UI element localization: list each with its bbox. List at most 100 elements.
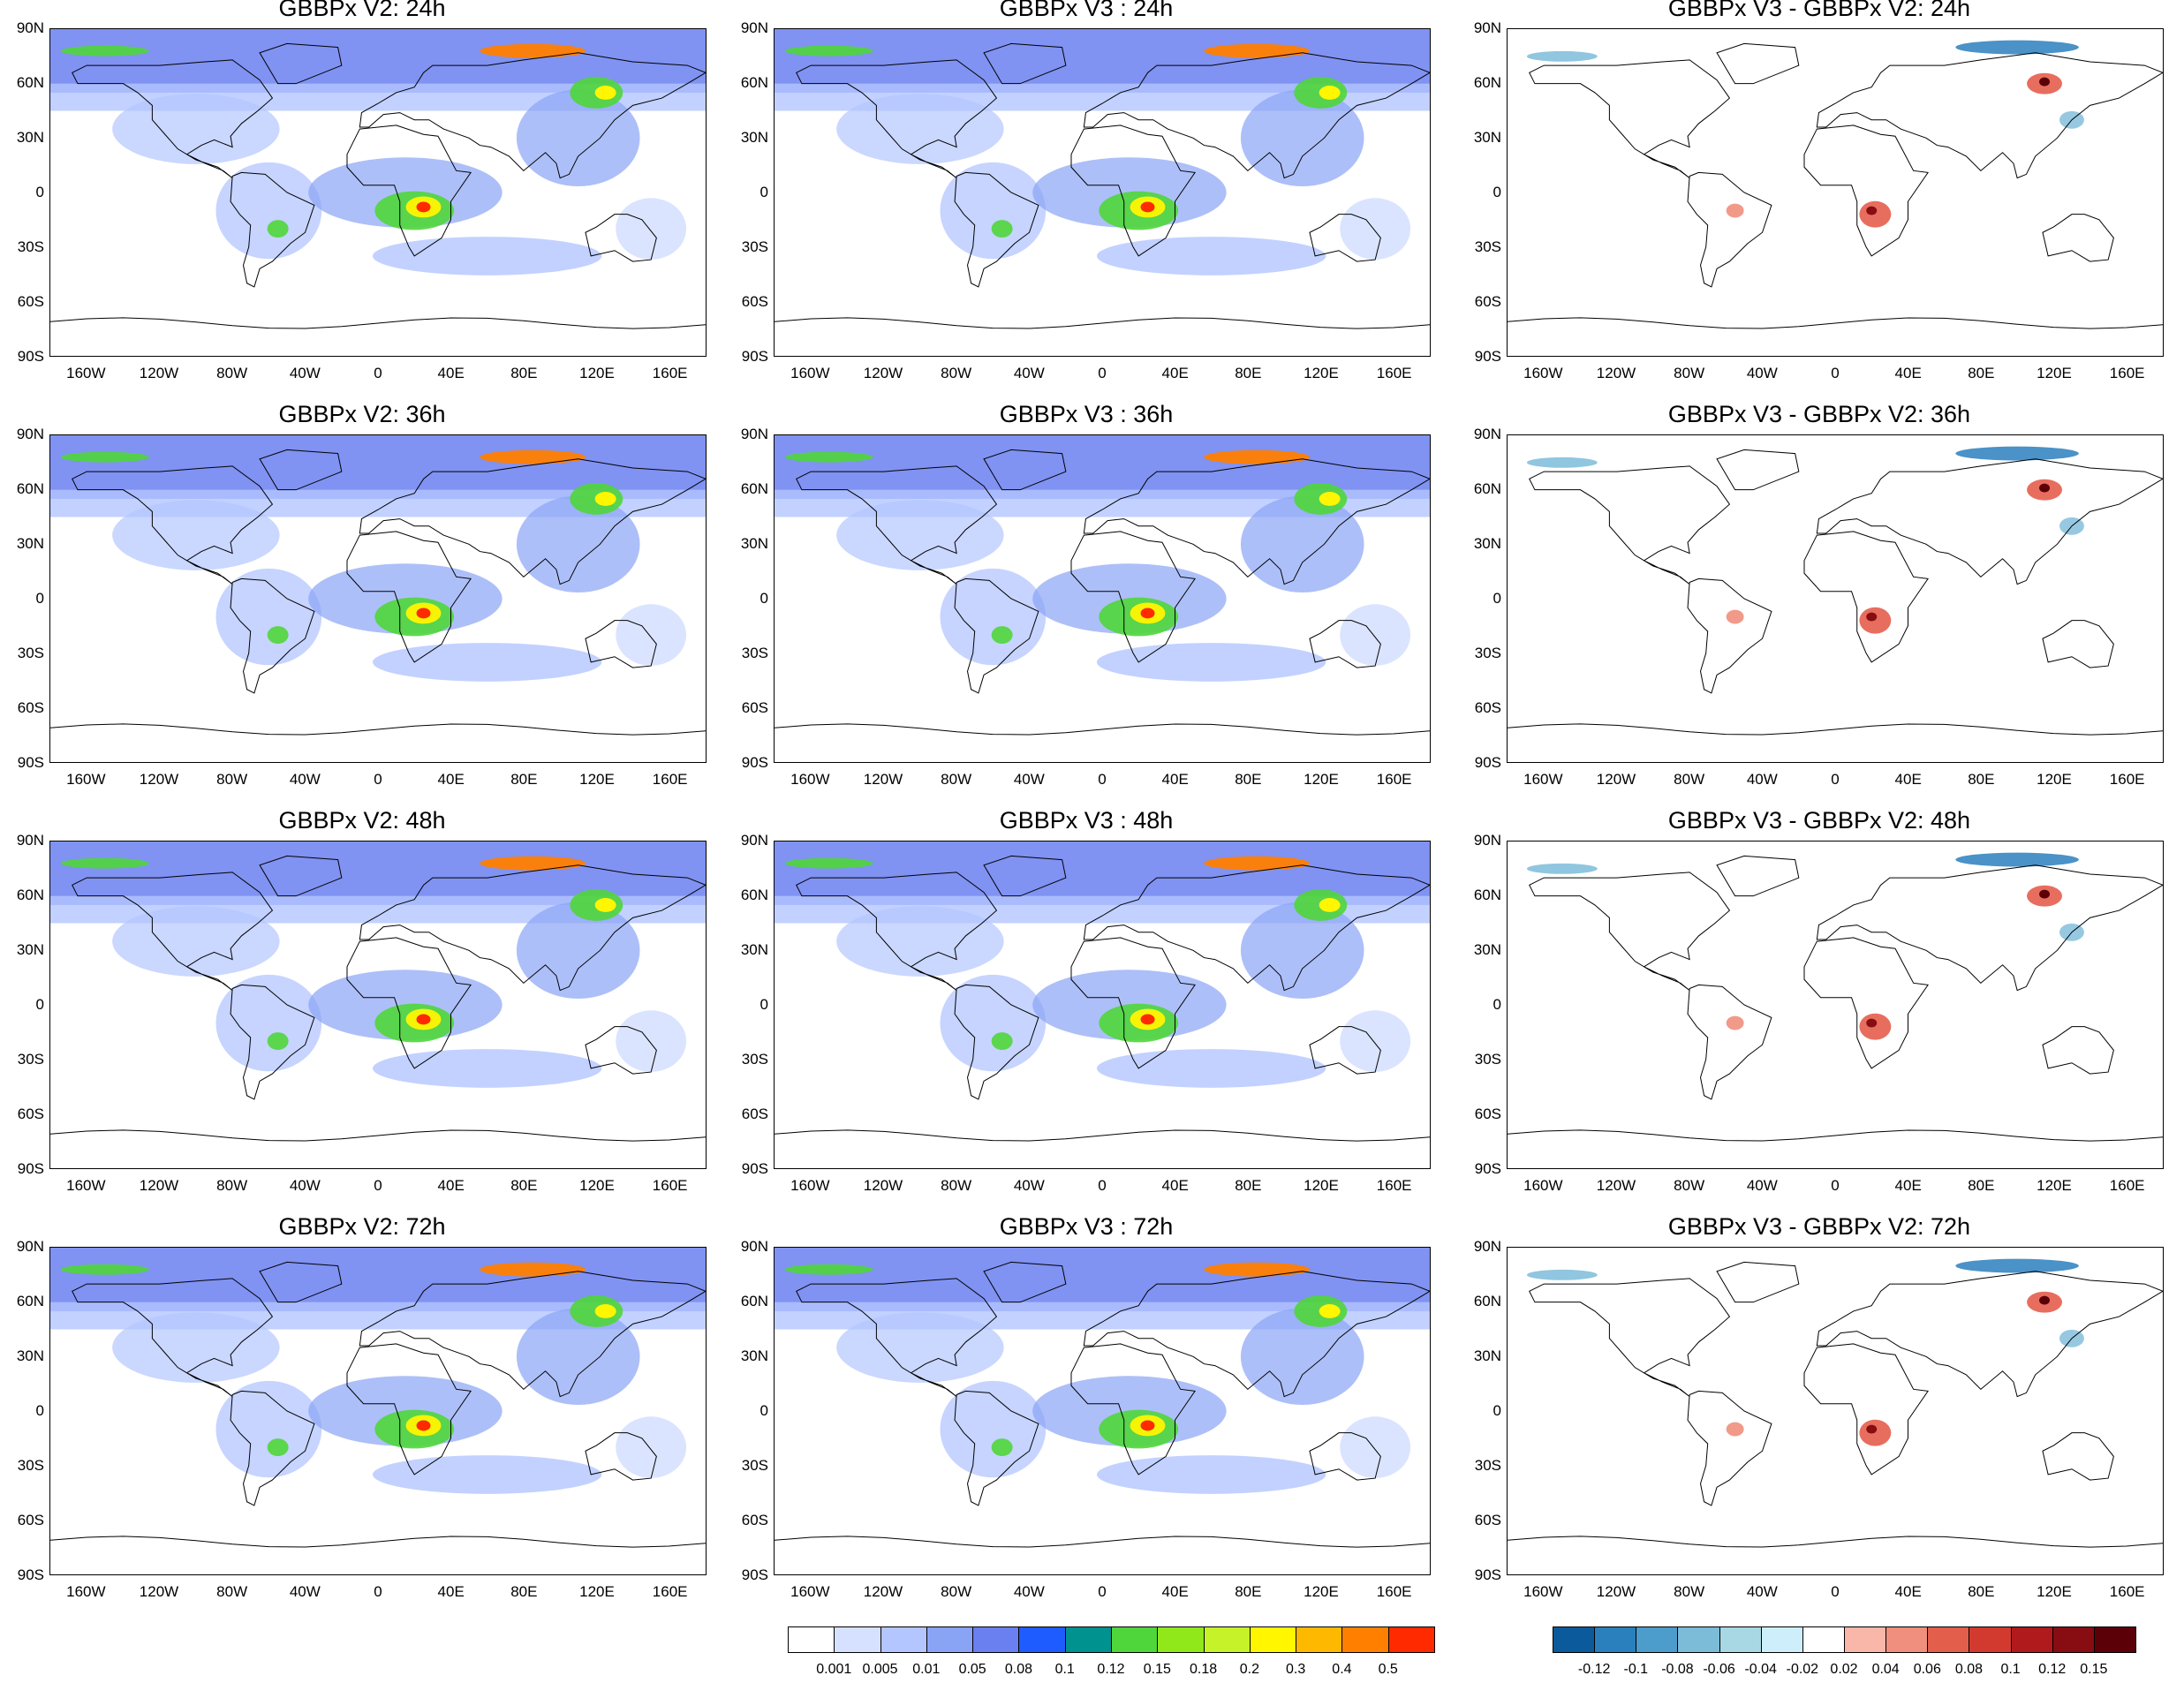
lon-tick-label: 120E — [2037, 771, 2072, 788]
lat-tick-label: 60N — [16, 887, 44, 903]
field-blob — [373, 643, 602, 682]
field-blob — [616, 1416, 687, 1478]
lon-tick-label: 40W — [1013, 771, 1045, 788]
lat-tick-label: 90N — [16, 426, 44, 442]
colorbar-swatch — [2052, 1626, 2095, 1653]
map-frame — [1507, 28, 2164, 357]
colorbar-label: 0.18 — [1189, 1662, 1218, 1677]
coastline — [1070, 531, 1196, 663]
lat-tick-label: 30S — [1474, 238, 1501, 255]
field-blob — [836, 906, 1004, 977]
field-blob — [1859, 1013, 1892, 1040]
coastline — [230, 577, 315, 694]
lon-tick-label: 80E — [1235, 1177, 1262, 1194]
lat-tick-label: 90N — [740, 19, 768, 36]
lat-tick-label: 90S — [1474, 754, 1501, 771]
lon-tick-label: 40W — [1746, 1177, 1778, 1194]
field-blob — [1240, 902, 1364, 1000]
field-blob — [1859, 1419, 1892, 1446]
panel-title: GBBPx V2: 48h — [278, 807, 446, 834]
lat-tick-label: 90S — [17, 1566, 44, 1583]
colorbar-label: 0.01 — [912, 1662, 941, 1677]
lat-tick-label: 60N — [1473, 1293, 1501, 1309]
conc-colorbar: 0.001 0.005 0.01 0.05 0.08 0.1 0.12 0.15 0.18 0.2… — [788, 1626, 1435, 1683]
lon-tick-label: 80W — [1674, 771, 1705, 788]
colorbar-label: 0.05 — [958, 1662, 986, 1677]
map-panel-v2-48h: GBBPx V2: 48h 90N 60N 30N 0 30S 60S 90S 160W 120W… — [0, 807, 724, 1219]
lon-tick-label: 120W — [139, 1583, 179, 1600]
lon-tick-label: 160W — [66, 1583, 106, 1600]
lon-tick-label: 160E — [2109, 1177, 2145, 1194]
field-blob — [784, 451, 873, 463]
lat-tick-label: 90N — [1473, 832, 1501, 849]
lon-tick-label: 80W — [1674, 1583, 1705, 1600]
field-blob — [1140, 1420, 1155, 1431]
antarctica-coastline — [775, 723, 1430, 736]
lon-tick-label: 40E — [1161, 1583, 1189, 1600]
coastline — [1070, 125, 1196, 257]
panel-title: GBBPx V2: 72h — [278, 1213, 446, 1240]
lon-tick-label: 40W — [289, 1177, 321, 1194]
coastline — [259, 855, 343, 897]
lat-tick-label: 60S — [1474, 293, 1501, 310]
coastline — [259, 42, 343, 85]
lon-tick-label: 80E — [510, 1177, 538, 1194]
lon-tick-label: 0 — [374, 365, 382, 381]
field-blob — [480, 449, 586, 464]
lon-tick-label: 160E — [1376, 1583, 1412, 1600]
field-blob — [1859, 200, 1892, 228]
map-frame — [49, 841, 707, 1169]
panel-title: GBBPx V3 - GBBPx V2: 72h — [1667, 1213, 1971, 1240]
field-blob — [1866, 1018, 1878, 1028]
field-blob — [940, 1380, 1047, 1478]
field-blob — [1955, 40, 2079, 55]
field-blob — [594, 1303, 616, 1318]
lon-tick-label: 120E — [2037, 1583, 2072, 1600]
lat-tick-label: 30S — [17, 1457, 44, 1474]
coastline — [1309, 214, 1381, 262]
lat-tick-label: 0 — [1493, 590, 1501, 607]
antarctica-coastline — [1508, 1536, 2163, 1548]
field-blob — [1340, 198, 1411, 260]
lon-tick-label: 160E — [2109, 771, 2145, 788]
lat-tick-label: 60S — [17, 699, 44, 716]
lon-tick-label: 120W — [139, 1177, 179, 1194]
lon-tick-label: 80W — [216, 365, 248, 381]
lat-tick-label: 60N — [1473, 74, 1501, 91]
field-blob — [1526, 1269, 1598, 1280]
map-frame — [774, 434, 1431, 763]
field-blob — [1726, 1015, 1744, 1030]
field-blob — [516, 1308, 640, 1406]
field-blob — [594, 491, 616, 506]
field-blob — [836, 94, 1004, 164]
lon-tick-label: 120W — [1596, 1583, 1636, 1600]
colorbar-label: 0.06 — [1913, 1662, 1941, 1677]
coastline — [1309, 1432, 1381, 1481]
lon-tick-label: 80W — [216, 1177, 248, 1194]
field-blob — [1526, 457, 1598, 468]
coastline — [1083, 52, 1430, 179]
lon-tick-label: 80E — [1968, 771, 1995, 788]
field-blob — [267, 1438, 289, 1457]
coastline — [954, 984, 1039, 1100]
colorbar-swatch — [1249, 1626, 1297, 1653]
lat-tick-label: 90S — [1474, 1160, 1501, 1177]
field-blob — [267, 626, 289, 645]
panel-title: GBBPx V3 - GBBPx V2: 36h — [1667, 401, 1971, 427]
lat-tick-label: 30N — [1473, 535, 1501, 552]
coastline — [954, 577, 1039, 694]
field-blob — [2039, 77, 2051, 87]
lon-tick-label: 160W — [1523, 771, 1563, 788]
lat-tick-label: 30N — [1473, 941, 1501, 958]
lon-tick-label: 0 — [1098, 365, 1107, 381]
lon-tick-label: 80W — [941, 1177, 972, 1194]
field-blob — [1955, 446, 2079, 461]
coastline — [1529, 465, 1731, 585]
field-blob — [616, 1010, 687, 1072]
colorbar-label: 0.4 — [1332, 1662, 1352, 1677]
coastline — [983, 855, 1067, 897]
colorbar-label: 0.001 — [816, 1662, 852, 1677]
colorbar-swatch — [2010, 1626, 2053, 1653]
lat-tick-label: 90N — [16, 832, 44, 849]
lon-tick-label: 40E — [437, 1583, 465, 1600]
